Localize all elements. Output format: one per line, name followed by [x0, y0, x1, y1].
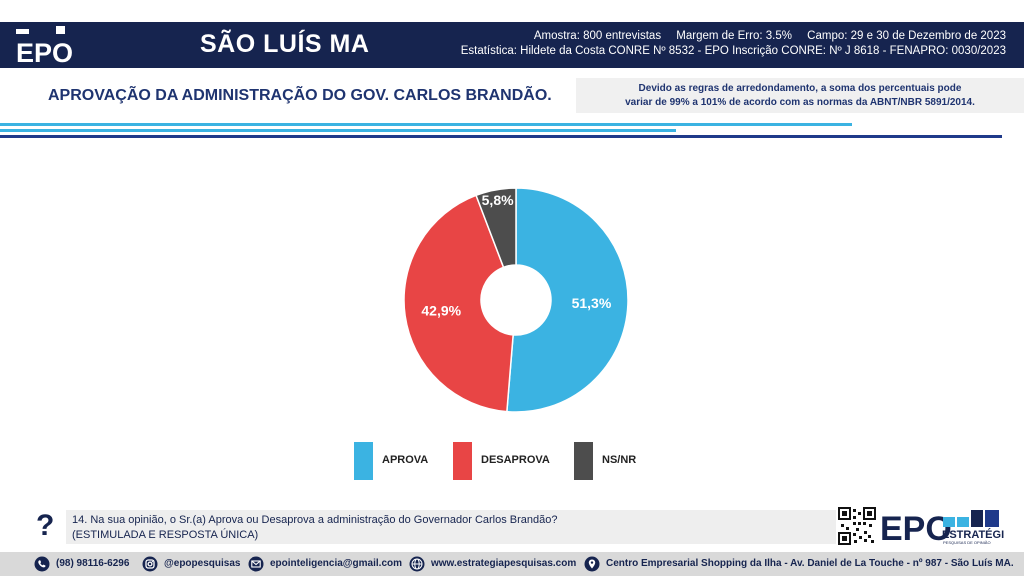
- whatsapp-icon: [34, 556, 50, 572]
- question-mark-icon: ?: [36, 509, 55, 542]
- rounding-note: Devido as regras de arredondamento, a so…: [576, 78, 1024, 113]
- email-icon: [248, 556, 264, 572]
- brand-tagline: PESQUISAS DE OPINIÃO: [943, 540, 991, 545]
- error-margin: Margem de Erro: 3.5%: [676, 30, 792, 42]
- divider-stripe-dark: [0, 135, 1002, 138]
- city-title: SÃO LUÍS MA: [200, 30, 370, 58]
- header-bar: EPO SÃO LUÍS MA Amostra: 800 entrevistas…: [0, 22, 1024, 68]
- logo-text: EPO: [16, 38, 73, 65]
- question-text: 14. Na sua opinião, o Sr.(a) Aprova ou D…: [72, 514, 558, 526]
- statistician-info: Estatística: Hildete da Costa CONRE Nº 8…: [460, 45, 1006, 57]
- instagram-icon: [142, 556, 158, 572]
- question-box: 14. Na sua opinião, o Sr.(a) Aprova ou D…: [66, 510, 836, 544]
- data-label-aprova: 51,3%: [572, 295, 612, 311]
- qr-code-icon: [838, 507, 876, 545]
- page-title: APROVAÇÃO DA ADMINISTRAÇÃO DO GOV. CARLO…: [48, 87, 552, 104]
- slice-desaprova: [403, 194, 514, 413]
- footer-email-text: epointeligencia@gmail.com: [270, 558, 403, 569]
- epo-logo: EPO: [16, 26, 73, 65]
- legend-label-desaprova: DESAPROVA: [481, 454, 550, 466]
- survey-meta: Amostra: 800 entrevistas Margem de Erro:…: [461, 29, 1006, 59]
- globe-icon: [409, 556, 425, 572]
- footer-website-text: www.estrategiapesquisas.com: [431, 558, 577, 569]
- data-label-ns-nr: 5,8%: [482, 192, 514, 208]
- legend-swatch-nsnr: [574, 442, 593, 480]
- footer-bar: (98) 98116-6296 @epopesquisas epointelig…: [0, 552, 1024, 576]
- footer-instagram-text: @epopesquisas: [164, 558, 241, 569]
- donut-chart: 51,3% 42,9% 5,8%: [403, 187, 629, 413]
- footer-phone-text: (98) 98116-6296: [56, 558, 130, 569]
- location-pin-icon: [584, 556, 600, 572]
- rounding-note-line2: variar de 99% a 101% de acordo com as no…: [625, 97, 975, 108]
- brand-sub: ESTRATÉGIA: [942, 528, 1004, 541]
- question-type: (ESTIMULADA E RESPOSTA ÚNICA): [72, 529, 259, 541]
- divider-stripe-light: [0, 123, 852, 126]
- slice-aprova: [506, 187, 629, 413]
- footer-address-text: Centro Empresarial Shopping da Ilha - Av…: [606, 558, 1014, 569]
- legend-swatch-desaprova: [453, 442, 472, 480]
- rounding-note-line1: Devido as regras de arredondamento, a so…: [638, 83, 962, 94]
- field-dates: Campo: 29 e 30 de Dezembro de 2023: [807, 30, 1006, 42]
- sample-size: Amostra: 800 entrevistas: [533, 30, 662, 42]
- brand-name: EPO: [880, 510, 952, 545]
- divider-stripe-mid: [0, 129, 676, 132]
- data-label-desaprova: 42,9%: [421, 303, 461, 319]
- legend-label-aprova: APROVA: [382, 454, 429, 466]
- epo-estrategia-logo: EPO ESTRATÉGIA PESQUISAS DE OPINIÃO: [880, 510, 1004, 545]
- legend-label-nsnr: NS/NR: [602, 454, 637, 466]
- legend-swatch-aprova: [354, 442, 373, 480]
- slice-ns-nr: [475, 187, 517, 269]
